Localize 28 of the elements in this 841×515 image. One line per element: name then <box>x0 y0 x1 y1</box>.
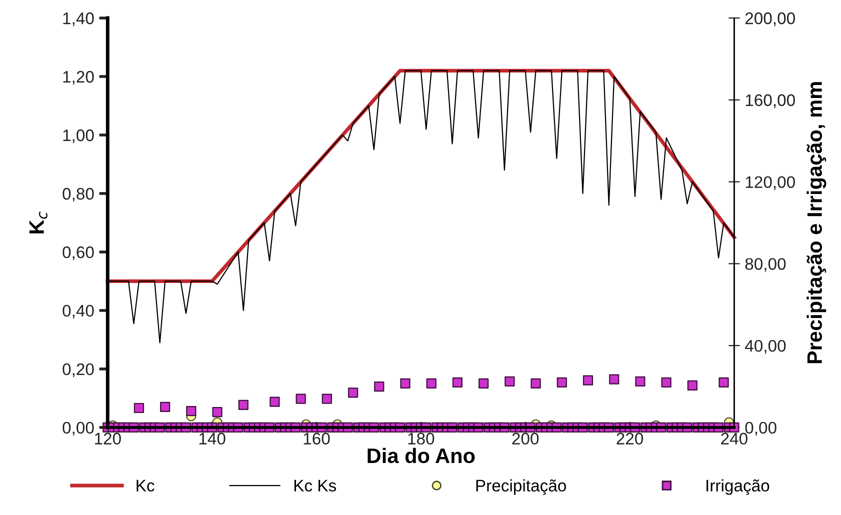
y2-tick-label: 160,00 <box>746 94 795 108</box>
legend-label: Kc Ks <box>294 480 336 492</box>
y2-tick-label: 40,00 <box>744 340 786 354</box>
y2-tick-label: 0,00 <box>745 422 776 436</box>
y2-tick-label: 200,00 <box>745 12 795 26</box>
legend-label: Kc <box>136 480 154 492</box>
y-tick-label: 0,80 <box>62 188 94 202</box>
x-tick-label: 180 <box>408 432 434 445</box>
x-axis-title: Dia do Ano <box>368 448 475 464</box>
y-axis-title: K$_{c}$ <box>29 212 48 234</box>
y-tick-label: 0,40 <box>62 304 94 319</box>
x-tick-label: 220 <box>616 432 644 445</box>
y2-tick-label: 120,00 <box>746 176 795 190</box>
y-tick-label: 1,40 <box>63 12 94 26</box>
y-tick-label: 0,20 <box>62 363 94 378</box>
y-tick-label: 0,60 <box>62 246 94 260</box>
x-tick-label: 240 <box>721 432 748 445</box>
legend-label: Irrigação <box>706 479 770 495</box>
x-tick-label: 120 <box>95 432 121 445</box>
y-tick-label: 0,00 <box>62 422 94 436</box>
y-tick-label: 1,20 <box>63 70 94 85</box>
y-tick-label: 1,00 <box>63 129 94 144</box>
x-tick-label: 160 <box>304 432 330 445</box>
y2-axis-title: Precipitação e Irrigação, mm <box>806 82 826 364</box>
legend-label: Precipitação <box>476 479 566 495</box>
x-tick-label: 140 <box>199 432 226 445</box>
x-tick-label: 200 <box>512 432 539 445</box>
y2-tick-label: 80,00 <box>745 258 786 272</box>
